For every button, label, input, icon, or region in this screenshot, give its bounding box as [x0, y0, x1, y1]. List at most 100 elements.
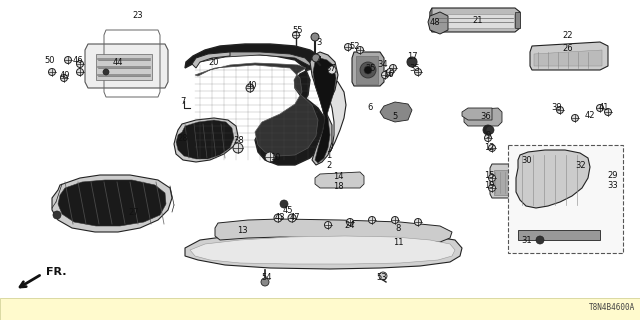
Polygon shape — [490, 164, 518, 198]
Circle shape — [324, 221, 332, 228]
Polygon shape — [380, 102, 412, 122]
Text: 26: 26 — [563, 44, 573, 52]
Text: 49: 49 — [60, 70, 70, 79]
Text: T8N4B4600A: T8N4B4600A — [589, 303, 635, 312]
Text: 43: 43 — [275, 212, 285, 221]
Circle shape — [312, 54, 320, 62]
Polygon shape — [192, 52, 230, 68]
Circle shape — [364, 66, 372, 74]
Text: 38: 38 — [234, 135, 244, 145]
Polygon shape — [430, 8, 520, 32]
Polygon shape — [464, 108, 502, 126]
Circle shape — [484, 134, 492, 141]
Text: 45: 45 — [283, 205, 293, 214]
Polygon shape — [352, 52, 384, 86]
Text: 47: 47 — [290, 212, 300, 221]
Text: 55: 55 — [292, 26, 303, 35]
Text: 1: 1 — [326, 150, 332, 159]
Text: 24: 24 — [345, 220, 355, 229]
Polygon shape — [494, 170, 514, 195]
Circle shape — [65, 57, 72, 63]
Text: 23: 23 — [132, 11, 143, 20]
Polygon shape — [530, 42, 608, 70]
Text: 14: 14 — [333, 172, 343, 180]
Polygon shape — [190, 236, 455, 264]
Circle shape — [596, 105, 604, 111]
Circle shape — [344, 44, 351, 51]
Text: FR.: FR. — [46, 267, 67, 277]
Text: 52: 52 — [349, 42, 360, 51]
Text: 28: 28 — [178, 133, 188, 142]
Text: 53: 53 — [377, 274, 387, 283]
Text: 30: 30 — [522, 156, 532, 164]
Text: 20: 20 — [209, 58, 220, 67]
Circle shape — [246, 84, 254, 92]
Text: 33: 33 — [607, 180, 618, 189]
Circle shape — [557, 107, 563, 114]
Polygon shape — [434, 14, 514, 28]
Circle shape — [103, 69, 109, 75]
Text: 29: 29 — [608, 171, 618, 180]
Polygon shape — [310, 52, 338, 165]
Text: 36: 36 — [481, 111, 492, 121]
Polygon shape — [356, 56, 378, 84]
Polygon shape — [215, 219, 452, 242]
Text: 39: 39 — [552, 102, 563, 111]
Polygon shape — [326, 76, 346, 152]
Polygon shape — [96, 54, 152, 80]
Circle shape — [77, 60, 83, 68]
Polygon shape — [185, 44, 326, 165]
Circle shape — [274, 214, 282, 222]
Polygon shape — [52, 175, 172, 232]
Circle shape — [387, 68, 394, 76]
Circle shape — [407, 57, 417, 67]
Text: 41: 41 — [599, 102, 609, 111]
Polygon shape — [174, 118, 238, 162]
Polygon shape — [516, 150, 590, 208]
Circle shape — [369, 217, 376, 223]
Text: 50: 50 — [45, 55, 55, 65]
Circle shape — [346, 219, 353, 226]
Text: 8: 8 — [396, 223, 401, 233]
Text: 32: 32 — [576, 161, 586, 170]
Text: 21: 21 — [473, 15, 483, 25]
Circle shape — [53, 211, 61, 219]
Polygon shape — [195, 63, 318, 156]
Text: 42: 42 — [585, 110, 595, 119]
Circle shape — [288, 214, 296, 222]
Text: 31: 31 — [522, 236, 532, 244]
Circle shape — [392, 217, 399, 223]
Text: 7: 7 — [180, 97, 186, 106]
Text: 46: 46 — [73, 55, 83, 65]
Polygon shape — [185, 232, 462, 269]
Polygon shape — [315, 172, 364, 188]
Text: 16: 16 — [383, 69, 394, 78]
Text: 18: 18 — [333, 181, 343, 190]
FancyBboxPatch shape — [508, 145, 623, 253]
Text: 6: 6 — [367, 102, 372, 111]
Circle shape — [265, 152, 275, 162]
Circle shape — [415, 219, 422, 226]
Circle shape — [356, 46, 364, 53]
Polygon shape — [430, 8, 432, 32]
Text: 44: 44 — [113, 58, 124, 67]
Circle shape — [486, 126, 494, 134]
Circle shape — [311, 33, 319, 41]
Polygon shape — [58, 180, 166, 226]
Circle shape — [233, 143, 243, 153]
Text: 15: 15 — [484, 171, 494, 180]
Circle shape — [605, 108, 611, 116]
Text: 4: 4 — [316, 55, 322, 65]
Text: 37: 37 — [326, 63, 337, 73]
Polygon shape — [313, 58, 336, 163]
Circle shape — [483, 125, 493, 135]
Circle shape — [292, 31, 300, 38]
Polygon shape — [176, 120, 234, 159]
Circle shape — [488, 174, 495, 181]
Text: 5: 5 — [392, 111, 397, 121]
Text: 3: 3 — [316, 37, 322, 46]
Text: 48: 48 — [429, 18, 440, 27]
Circle shape — [280, 200, 288, 208]
FancyBboxPatch shape — [0, 298, 640, 320]
Polygon shape — [515, 12, 520, 28]
